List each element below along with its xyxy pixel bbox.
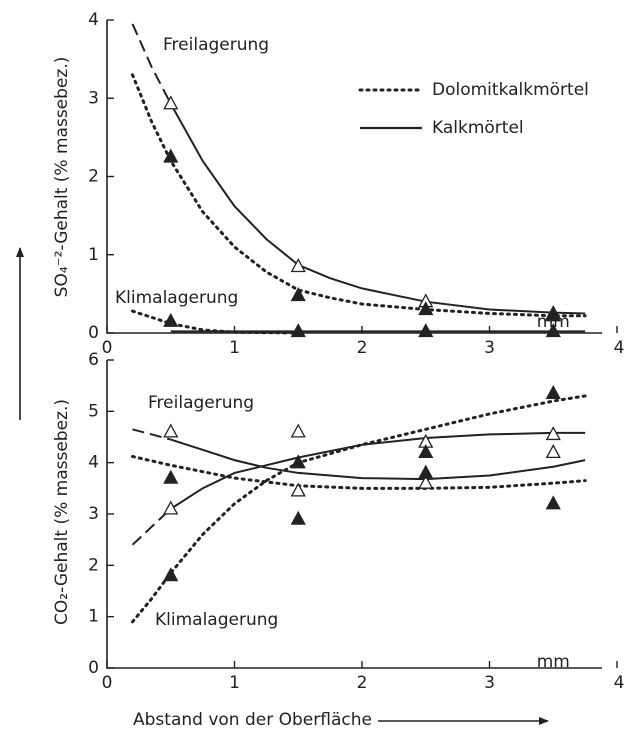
legend-label: Dolomitkalkmörtel	[432, 80, 589, 100]
data-point	[418, 301, 434, 316]
data-point	[418, 444, 434, 459]
y-tick-label: 2	[88, 167, 99, 187]
data-point	[290, 423, 306, 438]
y-tick-label: 5	[88, 401, 99, 421]
y-tick-label: 1	[88, 607, 99, 627]
data-point	[545, 323, 561, 338]
x-tick-label: 4	[614, 673, 625, 693]
data-point	[545, 444, 561, 459]
x-tick-label: 2	[357, 673, 368, 693]
x-tick-label: 1	[229, 338, 240, 358]
data-point	[163, 312, 179, 327]
curve	[131, 73, 587, 318]
data-point	[418, 323, 434, 338]
x-unit: mm	[537, 652, 570, 672]
legend-label: Kalkmörtel	[432, 118, 524, 138]
data-point	[290, 454, 306, 469]
curve	[131, 309, 300, 335]
curve	[170, 438, 586, 481]
y-tick-label: 3	[88, 88, 99, 108]
x-tick-label: 0	[102, 673, 113, 693]
curve	[132, 428, 172, 441]
curve	[170, 431, 586, 510]
data-point	[163, 95, 179, 110]
data-point	[545, 307, 561, 322]
curve	[131, 455, 587, 490]
y-tick-label: 4	[88, 453, 99, 473]
curve	[131, 23, 172, 105]
data-point	[290, 482, 306, 497]
data-point	[163, 500, 179, 515]
y-tick-label: 6	[88, 350, 99, 370]
x-tick-label: 4	[614, 338, 625, 358]
y-tick-label: 2	[88, 555, 99, 575]
x-tick-label: 3	[484, 338, 495, 358]
data-point	[290, 323, 306, 338]
x-tick-label: 0	[102, 338, 113, 358]
x-tick-label: 1	[229, 673, 240, 693]
data-point	[545, 385, 561, 400]
data-point	[163, 469, 179, 484]
annotation: Freilagerung	[163, 35, 269, 55]
y-tick-label: 3	[88, 504, 99, 524]
y-axis-title: CO₂-Gehalt (% massebez.)	[52, 399, 72, 625]
data-point	[290, 510, 306, 525]
data-point	[290, 258, 306, 273]
data-point	[163, 148, 179, 163]
data-point	[545, 495, 561, 510]
annotation: Freilagerung	[148, 393, 254, 413]
x-tick-label: 2	[357, 338, 368, 358]
annotation: Klimalagerung	[155, 610, 278, 630]
x-unit: mm	[537, 312, 570, 332]
data-point	[545, 426, 561, 441]
y-tick-label: 0	[88, 323, 99, 343]
y-tick-label: 0	[88, 658, 99, 678]
x-tick-label: 3	[484, 673, 495, 693]
y-tick-label: 4	[88, 10, 99, 30]
y-axis-title: SO₄⁻²-Gehalt (% massebez.)	[52, 57, 72, 298]
curve	[131, 394, 587, 624]
data-point	[418, 464, 434, 479]
data-point	[163, 423, 179, 438]
data-point	[418, 474, 434, 489]
x-axis-title: Abstand von der Oberfläche	[133, 710, 372, 730]
curve	[169, 103, 586, 315]
data-point	[290, 287, 306, 302]
annotation: Klimalagerung	[115, 288, 238, 308]
data-point	[163, 567, 179, 582]
curve	[131, 508, 172, 546]
y-tick-label: 1	[88, 245, 99, 265]
